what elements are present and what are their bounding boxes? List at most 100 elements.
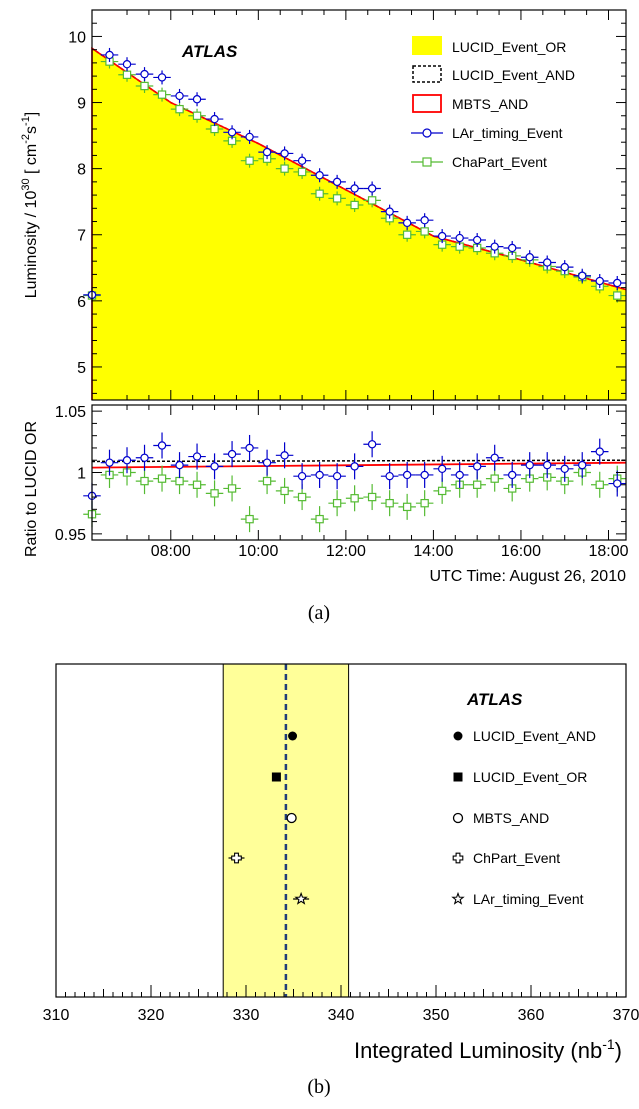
- chapart-marker: [122, 70, 132, 79]
- legend-item: LAr_timing_Event: [451, 891, 584, 907]
- lar-ratio-marker: [105, 458, 114, 467]
- lar-timing-marker: [192, 95, 202, 104]
- lar-ratio-point: [380, 463, 399, 490]
- chapart-ratio-marker: [385, 498, 394, 508]
- chapart-ratio-point: [205, 480, 224, 507]
- chapart-ratio-marker: [280, 486, 289, 496]
- lar-ratio-point: [450, 461, 469, 488]
- chapart-ratio-point: [415, 490, 434, 517]
- chapart-ratio-marker: [210, 489, 219, 498]
- lar-ratio-marker: [245, 443, 254, 453]
- chapart-ratio-marker: [227, 484, 237, 493]
- lar-ratio-point: [205, 453, 224, 480]
- lar-ratio-marker: [175, 460, 184, 470]
- b-x-ticks: 310 320 330 340 350 360 370: [43, 985, 639, 1024]
- chapart-ratio-point: [590, 471, 609, 498]
- a-bottom-frame: [91, 404, 627, 541]
- chapart-ratio-marker: [420, 498, 429, 508]
- chapart-marker: [297, 167, 307, 177]
- lar-ratio-marker: [122, 456, 132, 465]
- lar-timing-point: [170, 88, 189, 103]
- chapart-ratio-point: [135, 468, 154, 495]
- x-tick-label: 14:00: [413, 543, 453, 560]
- lar-ratio-point: [223, 441, 241, 468]
- a-bottom-x-axis-label: UTC Time: August 26, 2010: [429, 568, 626, 585]
- chapart-point: [153, 87, 171, 102]
- lar-timing-marker: [175, 91, 184, 101]
- lar-timing-point: [573, 268, 591, 283]
- x-tick-label: 330: [233, 1007, 260, 1024]
- chapart-ratio-point: [275, 477, 294, 504]
- chapart-marker: [332, 194, 342, 203]
- chapart-point: [345, 198, 364, 212]
- lar-timing-point: [345, 181, 364, 196]
- a-top-y-ticks: 5 6 7 8 9 10: [68, 10, 626, 400]
- lar-ratio-point: [293, 463, 311, 490]
- legend-swatch-mbts-and: [412, 94, 442, 113]
- chapart-point: [608, 288, 626, 303]
- lar-timing-marker: [385, 207, 394, 216]
- lar-ratio-marker: [157, 441, 167, 450]
- lar-ratio-marker: [315, 470, 324, 480]
- lar-timing-point: [118, 57, 136, 72]
- x-tick-label: 18:00: [588, 543, 628, 560]
- lar-ratio-marker: [507, 470, 517, 480]
- lar-ratio-marker: [210, 462, 219, 471]
- chapart-marker: [245, 156, 254, 165]
- x-tick-label: 12:00: [326, 543, 366, 560]
- chapart-ratio-point: [345, 485, 364, 512]
- chapart-marker: [157, 90, 167, 99]
- chapart-marker: [210, 124, 219, 134]
- chapart-point: [398, 227, 416, 242]
- measurement-point: [228, 852, 245, 864]
- legend-label-lucid-or: LUCID_Event_OR: [452, 39, 566, 55]
- lar-timing-point: [293, 153, 311, 168]
- lar-timing-marker: [560, 262, 569, 272]
- lar-ratio-point: [258, 449, 276, 476]
- point-marker: [288, 731, 298, 741]
- lar-ratio-point: [433, 455, 451, 482]
- lar-ratio-marker: [227, 449, 237, 459]
- lar-timing-marker: [367, 184, 377, 193]
- legend-marker-chapart: [422, 157, 432, 167]
- a-bottom-plot-area: [83, 431, 627, 533]
- chapart-ratio-point: [153, 465, 171, 492]
- lar-ratio-marker: [560, 464, 569, 474]
- a-bottom-y-ticks: 0.95 1 1.05: [55, 404, 626, 544]
- lar-timing-marker: [613, 278, 622, 288]
- lar-ratio-marker: [367, 440, 377, 449]
- chapart-ratio-marker: [595, 480, 604, 489]
- chapart-ratio-point: [188, 471, 206, 498]
- chapart-ratio-marker: [472, 480, 482, 489]
- lar-timing-marker: [262, 147, 272, 157]
- a-bottom-y-axis-label: Ratio to LUCID OR: [23, 421, 40, 557]
- lar-ratio-marker: [578, 460, 587, 470]
- lar-ratio-marker: [192, 452, 202, 461]
- chapart-ratio-marker: [297, 492, 307, 502]
- lar-timing-marker: [402, 218, 412, 228]
- y-tick-label: 9: [77, 96, 86, 113]
- lar-ratio-marker: [332, 471, 342, 481]
- lar-timing-point: [520, 250, 539, 265]
- lar-timing-point: [135, 67, 154, 82]
- legend-label-chapart: ChaPart_Event: [452, 154, 547, 170]
- legend-label-lar-timing: LAr_timing_Event: [452, 125, 563, 141]
- chapart-ratio-marker: [367, 492, 377, 502]
- lar-ratio-point: [415, 461, 434, 488]
- chapart-ratio-point: [240, 506, 259, 533]
- a-top-legend: LUCID_Event_OR LUCID_Event_AND MBTS_AND …: [411, 36, 575, 170]
- lucid-and-ratio-line: [91, 459, 627, 463]
- legend-marker: [453, 731, 463, 741]
- b-legend: LUCID_Event_AND LUCID_Event_OR MBTS_AND ChP…: [451, 728, 596, 907]
- lar-timing-point: [153, 70, 171, 85]
- chapart-marker: [350, 200, 359, 210]
- legend-swatch-lucid-or: [412, 36, 442, 55]
- chapart-point: [363, 193, 381, 208]
- lar-timing-marker: [525, 253, 534, 262]
- lar-timing-point: [415, 213, 434, 228]
- chapart-ratio-point: [433, 477, 451, 504]
- a-top-y-axis-label: Luminosity / 1030 [ cm-2s-1]: [20, 112, 40, 299]
- lar-ratio-marker: [543, 460, 552, 470]
- lar-timing-marker: [122, 60, 132, 69]
